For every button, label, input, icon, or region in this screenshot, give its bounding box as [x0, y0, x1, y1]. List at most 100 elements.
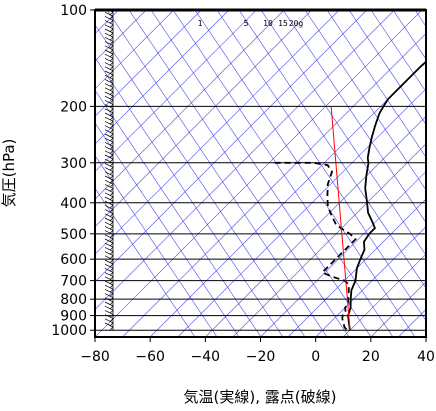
isotherm-line	[95, 10, 395, 310]
wind-barb-flag	[104, 62, 114, 67]
wind-barb-flag	[109, 251, 114, 255]
wind-barb-flag	[109, 112, 114, 117]
wind-barb-flag	[109, 95, 114, 100]
wind-barb-flag	[109, 267, 114, 272]
wind-barb-flag	[104, 41, 114, 46]
wind-barb-flag	[109, 309, 114, 314]
wind-barb-flag	[104, 87, 114, 93]
adiabat-line	[304, 10, 426, 191]
isotherm-line	[260, 171, 426, 337]
wind-barb-flag	[109, 204, 114, 209]
wind-barb-flag	[109, 255, 114, 259]
wind-barb-flag	[109, 192, 114, 196]
wind-barb-flag	[109, 162, 114, 167]
wind-barb-flag	[109, 70, 114, 75]
wind-barb-flag	[109, 87, 114, 91]
y-tick-label: 800	[60, 292, 87, 308]
wind-barb-flag	[104, 53, 114, 59]
wind-barb-flag	[109, 217, 114, 222]
wind-barb-flag	[104, 205, 114, 210]
adiabat-line	[106, 10, 328, 337]
sounding-series	[274, 60, 426, 331]
wind-barb-flag	[109, 125, 114, 129]
wind-barb-flag	[104, 192, 114, 198]
wind-barb-flag	[109, 62, 114, 66]
wind-barb-flag	[104, 259, 114, 265]
isotherm-line	[205, 115, 426, 337]
wind-barb-flag	[109, 11, 114, 16]
y-tick-label: 300	[60, 156, 87, 172]
wind-barb-flag	[109, 171, 114, 175]
wind-barb-flag	[109, 326, 114, 331]
isotherm-line	[315, 226, 426, 337]
wind-barb-flag	[109, 53, 114, 58]
mixing-ratio-label: 20g	[289, 19, 304, 28]
wind-barb-flag	[104, 305, 114, 311]
adiabat-line	[172, 10, 394, 337]
wind-barb-flag	[104, 146, 114, 151]
wind-barb-flag	[109, 276, 114, 280]
x-tick-label: −80	[80, 349, 110, 365]
wind-barb-flag	[109, 28, 114, 33]
wind-barb-flag	[104, 74, 114, 80]
wind-barb-flag	[104, 255, 114, 261]
wind-barb-flag	[109, 221, 114, 226]
wind-barb-flag	[104, 310, 114, 315]
adiabat-line	[128, 10, 350, 337]
wind-barb-flag	[109, 146, 114, 150]
y-tick-label: 200	[60, 99, 87, 115]
isotherm-line	[287, 198, 426, 337]
parcel-line	[330, 106, 351, 331]
wind-barb-flag	[109, 108, 114, 112]
y-tick-label: 900	[60, 309, 87, 325]
wind-barb-flag	[104, 20, 114, 25]
mixing-ratio-label: 10	[263, 19, 273, 28]
wind-barb-flag	[109, 183, 114, 188]
wind-barb-flag	[104, 116, 114, 122]
wind-barb-flag	[104, 142, 114, 147]
wind-barb-flag	[104, 16, 114, 21]
wind-barb-flag	[109, 179, 114, 184]
isotherm-line	[425, 336, 426, 337]
wind-barb-flag	[104, 129, 114, 135]
wind-barb-flag	[104, 251, 114, 256]
wind-barb-flag	[104, 238, 114, 244]
wind-barb-flag	[109, 83, 114, 87]
wind-barb-flag	[104, 70, 114, 76]
wind-barb-flag	[109, 120, 114, 125]
wind-barb-flag	[104, 45, 114, 51]
adiabat-line	[95, 89, 262, 337]
adiabat-line	[216, 10, 426, 322]
wind-barb-flag	[104, 230, 114, 235]
wind-barb-flag	[109, 230, 114, 234]
wind-barb-flag	[104, 221, 114, 227]
wind-barb-flag	[104, 154, 114, 160]
y-tick-label: 100	[60, 3, 87, 19]
wind-barb-flag	[104, 247, 114, 252]
wind-barb-flag	[109, 259, 114, 264]
wind-barb-flag	[109, 305, 114, 310]
wind-barb-flag	[104, 108, 114, 114]
wind-barb-flag	[109, 49, 114, 54]
wind-barb-flag	[109, 322, 114, 327]
wind-barb-flag	[104, 100, 114, 105]
wind-barb-flag	[109, 314, 114, 318]
wind-barb-flag	[109, 104, 114, 108]
wind-barb-flag	[104, 37, 114, 42]
wind-barb-flag	[109, 246, 114, 251]
wind-barb-flag	[104, 188, 114, 193]
adiabat-line	[150, 10, 372, 337]
wind-barb-flag	[109, 200, 114, 205]
y-tick-label: 1000	[51, 323, 87, 339]
wind-barb-flag	[109, 36, 114, 41]
wind-barb-flag	[109, 15, 114, 20]
plot-background	[95, 10, 426, 337]
wind-barb-flag	[109, 234, 114, 238]
isotherm-line	[95, 10, 257, 172]
wind-barb-flag	[109, 137, 114, 142]
y-tick-label: 400	[60, 196, 87, 212]
wind-barb-flag	[104, 272, 114, 277]
isotherm-line	[122, 33, 426, 337]
wind-barb-flag	[104, 179, 114, 185]
